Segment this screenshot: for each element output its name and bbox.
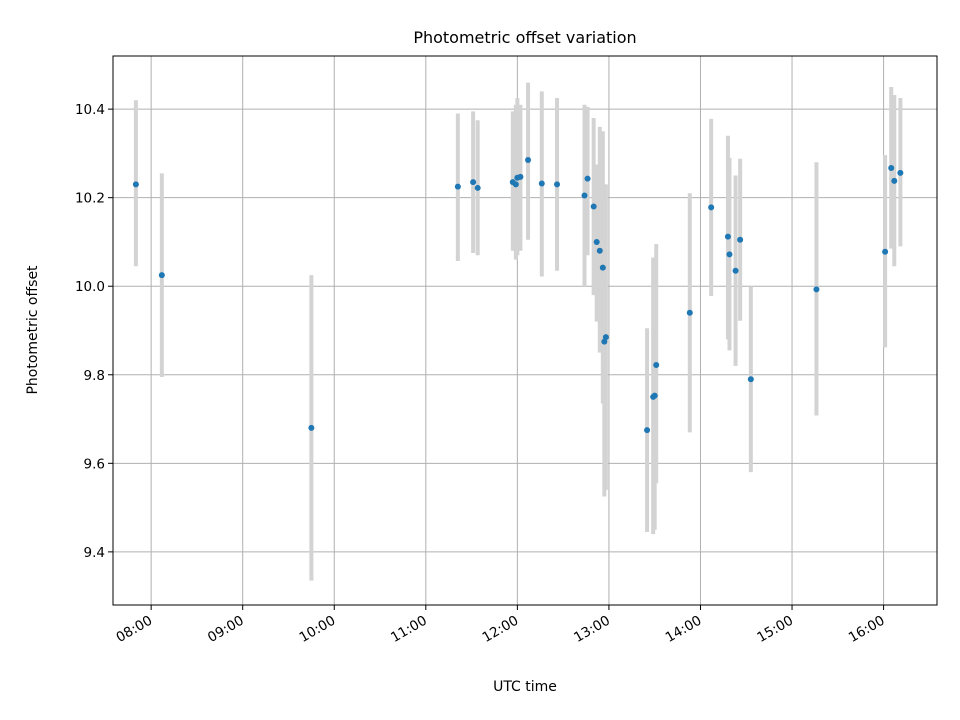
- data-point: [653, 362, 660, 369]
- data-point: [737, 236, 744, 243]
- data-point: [599, 264, 606, 271]
- data-point: [593, 238, 600, 245]
- y-tick-label: 9.6: [84, 456, 105, 472]
- data-point: [474, 184, 481, 191]
- data-point: [554, 181, 561, 188]
- y-axis-label: Photometric offset: [25, 265, 41, 395]
- data-point: [644, 427, 651, 434]
- data-point: [732, 267, 739, 274]
- data-point: [470, 179, 477, 186]
- x-axis-label: UTC time: [493, 679, 557, 695]
- data-point: [708, 204, 715, 211]
- data-point: [538, 180, 545, 187]
- data-point: [882, 248, 889, 255]
- y-tick-label: 10.4: [75, 102, 105, 118]
- y-tick-label: 10.2: [75, 191, 105, 207]
- plot-frame: [112, 55, 938, 606]
- data-point: [686, 309, 693, 316]
- data-point: [651, 392, 658, 399]
- data-point: [454, 183, 461, 190]
- data-point: [747, 376, 754, 383]
- data-point: [525, 157, 532, 164]
- data-point: [158, 272, 165, 279]
- data-point: [813, 286, 820, 293]
- data-point: [512, 181, 519, 188]
- data-point: [132, 181, 139, 188]
- y-tick-label: 9.8: [84, 368, 105, 384]
- data-point: [891, 177, 898, 184]
- y-tick-label: 9.4: [84, 545, 105, 561]
- chart-title: Photometric offset variation: [413, 28, 636, 47]
- data-point: [897, 169, 904, 176]
- data-point: [602, 334, 609, 341]
- data-point: [308, 424, 315, 431]
- data-point: [517, 173, 524, 180]
- data-point: [724, 233, 731, 240]
- data-point: [726, 251, 733, 258]
- data-point: [581, 192, 588, 199]
- data-point: [590, 203, 597, 210]
- point-layer: [132, 157, 904, 434]
- y-tick-label: 10.0: [75, 279, 105, 295]
- data-point: [584, 175, 591, 182]
- grid-layer: [113, 56, 937, 605]
- data-point: [888, 165, 895, 172]
- data-point: [596, 247, 603, 254]
